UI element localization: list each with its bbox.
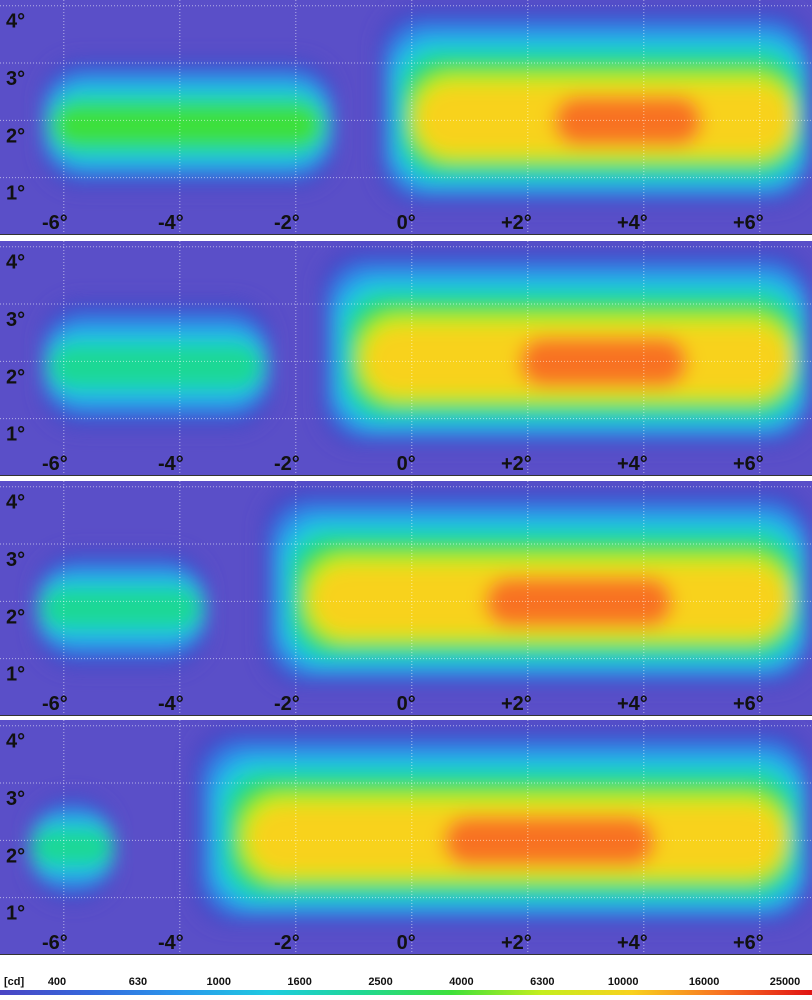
- beam: [377, 5, 812, 207]
- intensity-level: [49, 345, 262, 388]
- x-tick-label: -4°: [158, 932, 184, 954]
- colorbar-label: 10000: [608, 976, 639, 988]
- panel: -6° -4° -2° 0° +2° +4° +6° 1° 2° 3° 4°: [0, 481, 812, 716]
- x-tick-label: +2°: [501, 932, 532, 954]
- beam: [34, 549, 209, 671]
- x-tick-label: -4°: [158, 453, 184, 475]
- x-tick-label: -6°: [42, 212, 68, 234]
- colorbar-label: 400: [48, 976, 66, 988]
- panel: -6° -4° -2° 0° +2° +4° +6° 1° 2° 3° 4°: [0, 0, 812, 235]
- x-tick-label: +6°: [733, 212, 764, 234]
- colorbar-unit: [cd]: [4, 976, 25, 988]
- x-tick-label: +2°: [501, 212, 532, 234]
- beam: [319, 246, 812, 448]
- intensity-level: [519, 337, 688, 387]
- x-tick-label: +6°: [733, 693, 764, 715]
- x-tick-label: +6°: [733, 453, 764, 475]
- x-tick-label: -4°: [158, 212, 184, 234]
- y-tick-label: 2°: [6, 845, 25, 867]
- x-tick-label: +4°: [617, 453, 648, 475]
- x-tick-label: 0°: [397, 693, 416, 715]
- x-tick-label: -6°: [42, 693, 68, 715]
- y-tick-label: 2°: [6, 125, 25, 147]
- x-tick-label: +6°: [733, 932, 764, 954]
- y-tick-label: 1°: [6, 664, 25, 686]
- beam: [40, 298, 273, 431]
- colorbar-label: 630: [129, 976, 147, 988]
- y-tick-label: 3°: [6, 788, 25, 810]
- x-tick-label: +2°: [501, 453, 532, 475]
- beam: [261, 486, 812, 688]
- x-tick-label: +4°: [617, 212, 648, 234]
- x-tick-label: -2°: [274, 453, 300, 475]
- y-tick-label: 2°: [6, 366, 25, 388]
- intensity-level: [32, 829, 112, 865]
- intensity-level: [443, 816, 655, 866]
- colorbar-label: 1000: [207, 976, 231, 988]
- intensity-level: [52, 106, 322, 145]
- y-tick-label: 4°: [6, 492, 25, 514]
- x-tick-label: +4°: [617, 693, 648, 715]
- y-tick-label: 2°: [6, 606, 25, 628]
- y-tick-label: 4°: [6, 731, 25, 753]
- y-tick-label: 1°: [6, 424, 25, 446]
- y-tick-label: 3°: [6, 549, 25, 571]
- intensity-level: [553, 96, 702, 146]
- x-tick-label: 0°: [397, 932, 416, 954]
- y-tick-label: 1°: [6, 183, 25, 205]
- beam: [29, 794, 116, 904]
- colorbar-label: 4000: [449, 976, 473, 988]
- colorbar-label: 2500: [368, 976, 392, 988]
- intensity-level: [485, 577, 673, 627]
- colorbar: [0, 990, 812, 995]
- y-tick-label: 4°: [6, 11, 25, 33]
- panel: -6° -4° -2° 0° +2° +4° +6° 1° 2° 3° 4°: [0, 241, 812, 476]
- x-tick-label: -2°: [274, 932, 300, 954]
- x-tick-label: -6°: [42, 932, 68, 954]
- x-tick-label: -6°: [42, 453, 68, 475]
- colorbar-label: 16000: [689, 976, 720, 988]
- colorbar-label: 1600: [287, 976, 311, 988]
- x-tick-label: -2°: [274, 693, 300, 715]
- intensity-level: [41, 588, 201, 628]
- y-tick-label: 3°: [6, 309, 25, 331]
- y-tick-label: 3°: [6, 68, 25, 90]
- beam: [191, 725, 812, 927]
- colorbar-label: 6300: [530, 976, 554, 988]
- x-tick-label: -4°: [158, 693, 184, 715]
- x-tick-label: +4°: [617, 932, 648, 954]
- x-tick-label: +2°: [501, 693, 532, 715]
- y-tick-label: 4°: [6, 252, 25, 274]
- panel: -6° -4° -2° 0° +2° +4° +6° 1° 2° 3° 4°: [0, 720, 812, 955]
- colorbar-label: 25000: [770, 976, 801, 988]
- x-tick-label: -2°: [274, 212, 300, 234]
- x-tick-label: 0°: [397, 212, 416, 234]
- x-tick-label: 0°: [397, 453, 416, 475]
- beam: [40, 57, 337, 190]
- y-tick-label: 1°: [6, 903, 25, 925]
